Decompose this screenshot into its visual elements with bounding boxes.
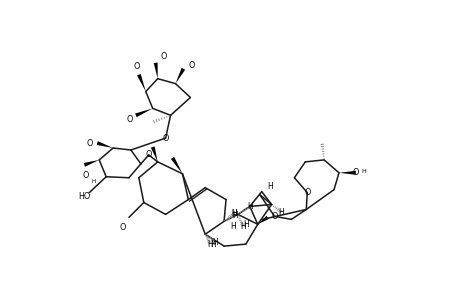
Text: H: H (230, 222, 235, 231)
Text: H: H (230, 209, 236, 218)
Text: H: H (246, 202, 252, 211)
Polygon shape (153, 63, 157, 79)
Text: O: O (160, 52, 167, 62)
Text: O: O (127, 115, 133, 124)
Text: H: H (207, 240, 213, 249)
Text: H: H (240, 222, 245, 231)
Text: O: O (271, 212, 277, 221)
Polygon shape (137, 74, 146, 92)
Polygon shape (175, 68, 185, 84)
Text: H: H (230, 209, 236, 218)
Polygon shape (84, 160, 99, 167)
Polygon shape (257, 216, 268, 224)
Text: O: O (86, 139, 92, 148)
Text: O: O (82, 171, 88, 180)
Text: H: H (212, 238, 218, 247)
Text: HO: HO (78, 192, 90, 201)
Polygon shape (338, 171, 355, 175)
Text: O: O (134, 62, 140, 71)
Text: H: H (242, 220, 248, 229)
Text: O: O (119, 223, 126, 232)
Text: O: O (188, 61, 194, 70)
Text: H: H (91, 179, 95, 184)
Polygon shape (96, 141, 113, 148)
Polygon shape (151, 146, 157, 162)
Text: H: H (278, 208, 284, 217)
Text: O: O (162, 134, 168, 142)
Text: H: H (361, 169, 365, 174)
Text: O: O (303, 188, 310, 197)
Text: O: O (352, 168, 358, 177)
Text: H: H (210, 240, 216, 249)
Text: H: H (232, 211, 237, 220)
Text: H: H (266, 182, 272, 191)
Text: O: O (145, 151, 151, 160)
Polygon shape (170, 157, 182, 174)
Polygon shape (135, 108, 152, 117)
